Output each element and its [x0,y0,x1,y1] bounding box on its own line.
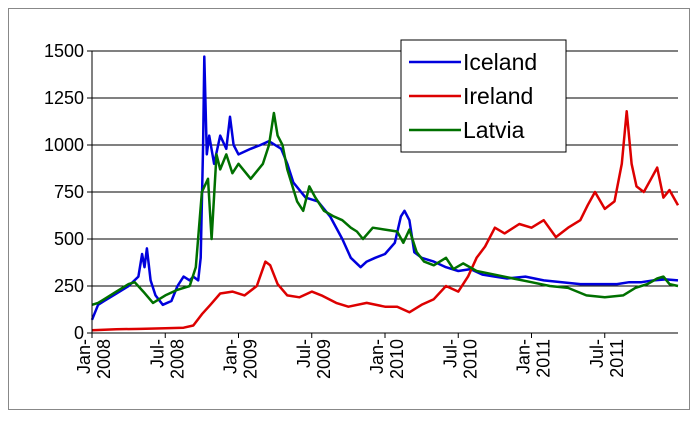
plot-lines [90,55,680,332]
x-tick-label-part: Jan- [514,339,534,374]
series-line [90,55,679,321]
x-tick-label-part: 2009 [314,339,334,379]
x-tick-label: Jul-2008 [147,339,187,379]
x-tick-label: Jan-2010 [367,339,407,379]
x-tick-label-part: 2010 [460,339,480,379]
y-tick-label: 500 [54,229,84,249]
x-tick-label-part: 2011 [607,339,627,378]
x-tick-label-part: 2008 [167,339,187,379]
x-tick-label-part: 2008 [94,339,114,379]
series-line [91,109,680,332]
legend-label: Ireland [463,83,533,109]
x-tick-label: Jan-2011 [514,339,554,378]
series-line [91,111,679,306]
y-tick-label: 750 [54,182,84,202]
x-tick-label-part: Jan- [74,339,94,374]
y-tick-label: 250 [54,276,84,296]
x-tick-label-part: 2011 [534,339,554,378]
y-tick-label: 1000 [44,135,84,155]
x-tick-label: Jul-2010 [440,339,480,379]
x-tick-label-part: Jul- [587,339,607,368]
legend-label: Iceland [463,49,537,75]
legend: Iceland Ireland Latvia [400,39,567,153]
x-tick-label: Jul-2011 [587,339,627,378]
x-tick-label-part: Jan- [221,339,241,374]
x-tick-label-part: Jul- [147,339,167,368]
y-tick-label: 1250 [44,88,84,108]
x-tick-label-part: 2010 [387,339,407,379]
x-tick-label-part: Jan- [367,339,387,374]
x-tick-label: Jul-2009 [294,339,334,379]
x-tick-label-part: Jul- [440,339,460,368]
y-tick-label: 0 [74,323,84,343]
x-tick-label: Jan-2008 [74,339,114,379]
x-tick-label-part: Jul- [294,339,314,368]
chart-border [8,8,690,410]
x-tick-label-part: 2009 [241,339,261,379]
legend-label: Latvia [463,117,525,143]
x-tick-label: Jan-2009 [221,339,261,379]
y-tick-label: 1500 [44,41,84,61]
